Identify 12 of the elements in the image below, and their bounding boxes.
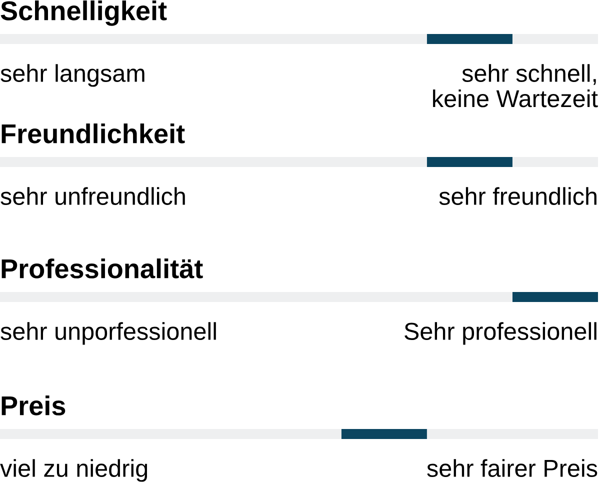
text: sehr langsam	[0, 64, 144, 87]
text: sehr unfreundlich	[0, 187, 185, 205]
chart-title: Preis	[2, 395, 66, 416]
text: Sehr professionell	[404, 322, 596, 345]
text: sehr fairer Preis	[427, 459, 598, 477]
chart-title: Freundlichkeit	[2, 123, 185, 144]
text: sehr schnell, keine Wartezeit	[433, 64, 598, 108]
chart-title: Professionalität	[2, 258, 203, 278]
text: sehr unporfessionell	[0, 322, 216, 345]
text: viel zu niedrig	[0, 459, 148, 482]
chart-title: Schnelligkeit	[0, 0, 167, 26]
text: sehr freundlich	[439, 187, 596, 205]
